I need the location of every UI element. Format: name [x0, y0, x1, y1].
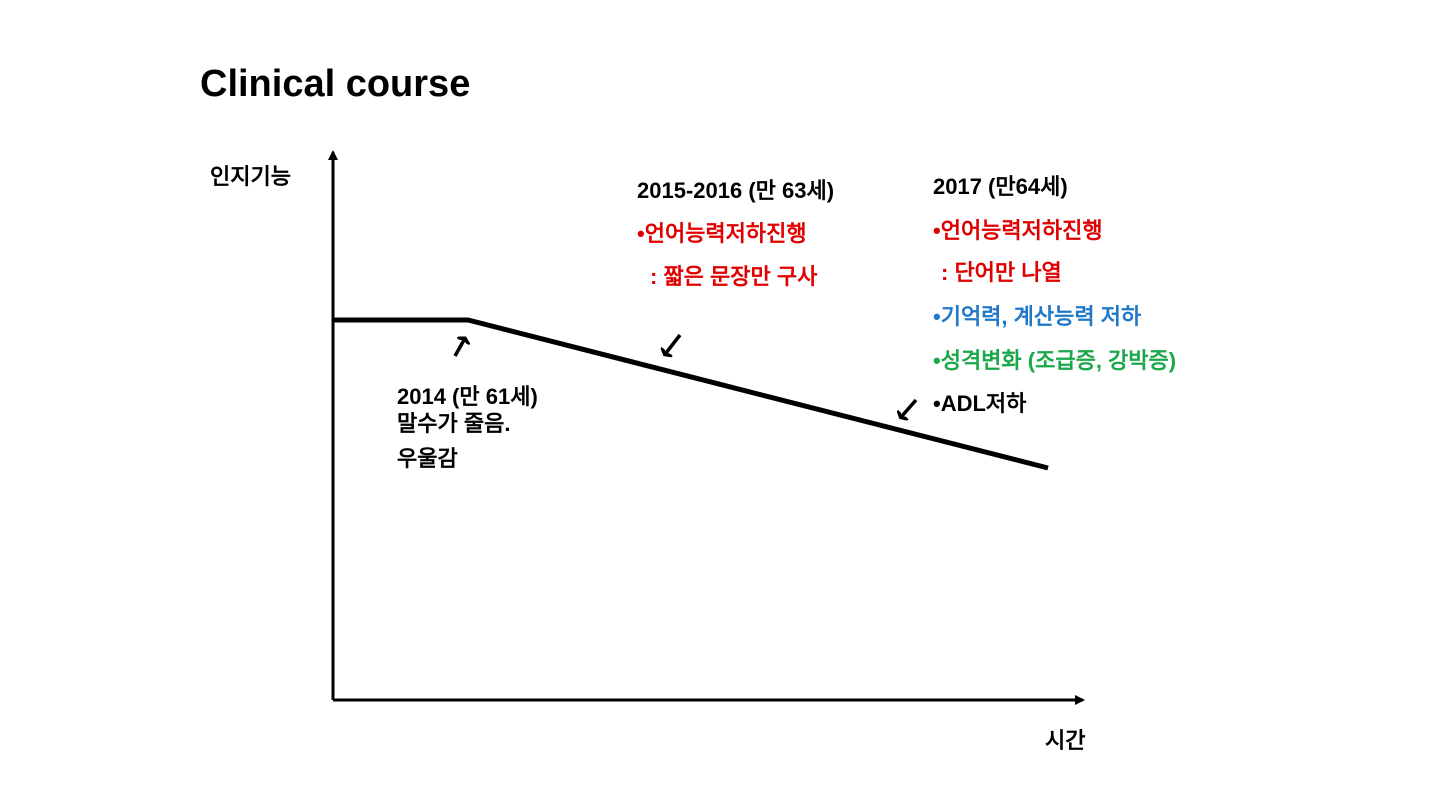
annotation-line: 말수가 줄음.	[397, 411, 510, 436]
pointer-arrow	[902, 398, 918, 416]
title: Clinical course	[200, 63, 470, 105]
annotation-line: 우울감	[397, 446, 458, 471]
annotation-line: : 단어만 나열	[941, 260, 1062, 285]
annotation-line: •언어능력저하진행	[637, 221, 807, 246]
annotation-line: : 짧은 문장만 구사	[650, 264, 818, 289]
annotation-line: 2014 (만 61세)	[397, 384, 538, 409]
annotation-line: •언어능력저하진행	[933, 218, 1103, 243]
annotation-line: •ADL저하	[933, 391, 1027, 416]
course-line	[333, 317, 1049, 471]
annotation-line: •성격변화 (조급증, 강박증)	[933, 348, 1176, 373]
annotation-line: 2017 (만64세)	[933, 174, 1068, 199]
pointer-arrow	[453, 340, 464, 357]
annotation-line: 2015-2016 (만 63세)	[637, 178, 834, 203]
x-axis-label: 시간	[1045, 728, 1085, 753]
y-axis-label: 인지기능	[210, 164, 291, 189]
pointer-arrow	[666, 333, 682, 353]
annotation-line: •기억력, 계산능력 저하	[933, 304, 1142, 329]
